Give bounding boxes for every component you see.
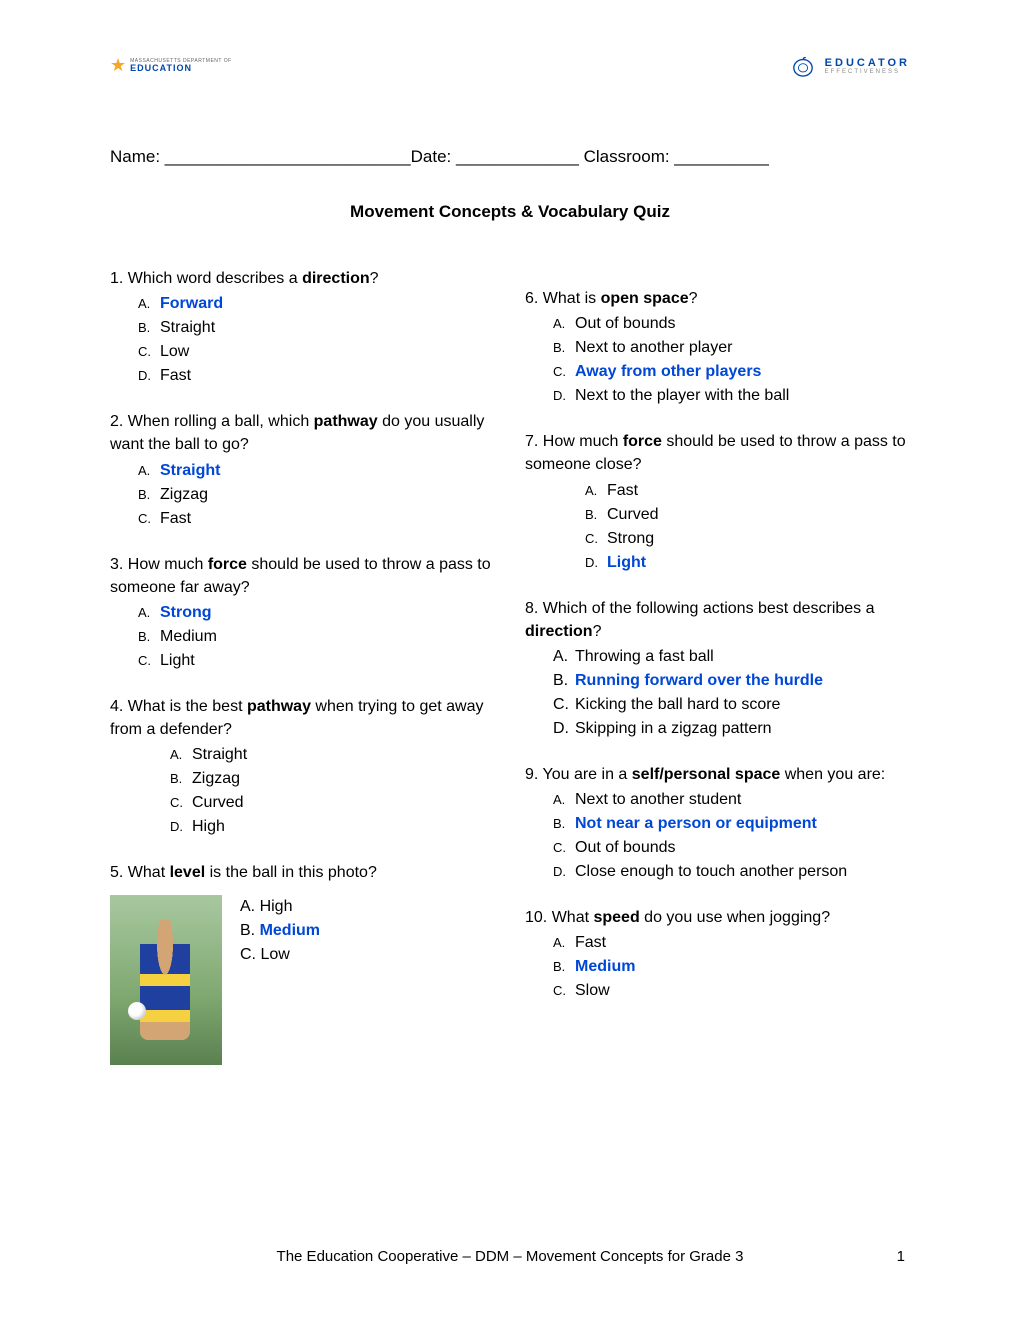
- q8-opt-b: Running forward over the hurdle: [575, 672, 823, 689]
- question-5: 5. What level is the ball in this photo?…: [110, 861, 495, 1064]
- question-2: 2. When rolling a ball, which pathway do…: [110, 410, 495, 530]
- logo-right: EDUCATOR EFFECTIVENESS: [789, 55, 910, 77]
- q3-opt-a: Strong: [160, 604, 212, 621]
- question-10: 10. What speed do you use when jogging? …: [525, 906, 910, 1003]
- q3-opt-b: Medium: [160, 628, 217, 645]
- q10-opt-b: Medium: [575, 958, 635, 975]
- star-icon: ★: [110, 55, 126, 76]
- logo-right-sub: EFFECTIVENESS: [825, 69, 910, 75]
- header-logos: ★ MASSACHUSETTS DEPARTMENT OF EDUCATION …: [110, 55, 910, 77]
- q4-opt-a: Straight: [192, 746, 247, 763]
- classroom-field: Classroom: __________: [584, 147, 769, 166]
- q2-opt-a: Straight: [160, 462, 220, 479]
- q9-opt-d: Close enough to touch another person: [575, 863, 847, 880]
- q6-opt-d: Next to the player with the ball: [575, 387, 789, 404]
- q1-opt-a: Forward: [160, 295, 223, 312]
- quiz-columns: 1. Which word describes a direction? A.F…: [110, 267, 910, 1087]
- question-9: 9. You are in a self/personal space when…: [525, 763, 910, 884]
- question-4: 4. What is the best pathway when trying …: [110, 695, 495, 839]
- q4-opt-b: Zigzag: [192, 770, 240, 787]
- q10-opt-c: Slow: [575, 982, 610, 999]
- apple-icon: [789, 55, 817, 77]
- quiz-title: Movement Concepts & Vocabulary Quiz: [110, 202, 910, 222]
- q5-opt-c: C. Low: [240, 943, 320, 967]
- q7-opt-c: Strong: [607, 530, 654, 547]
- q9-opt-b: Not near a person or equipment: [575, 815, 817, 832]
- name-date-classroom: Name: __________________________Date: __…: [110, 147, 910, 167]
- logo-left: ★ MASSACHUSETTS DEPARTMENT OF EDUCATION: [110, 55, 232, 76]
- q4-opt-c: Curved: [192, 794, 244, 811]
- logo-right-main: EDUCATOR: [825, 58, 910, 69]
- q9-opt-c: Out of bounds: [575, 839, 676, 856]
- page-footer: The Education Cooperative – DDM – Moveme…: [0, 1248, 1020, 1265]
- q2-opt-b: Zigzag: [160, 486, 208, 503]
- q1-opt-d: Fast: [160, 367, 191, 384]
- question-6: 6. What is open space? A.Out of bounds B…: [525, 287, 910, 408]
- q7-opt-d: Light: [607, 554, 646, 571]
- q8-opt-a: Throwing a fast ball: [575, 648, 714, 665]
- q4-opt-d: High: [192, 818, 225, 835]
- q6-opt-b: Next to another player: [575, 339, 732, 356]
- q8-opt-d: Skipping in a zigzag pattern: [575, 720, 772, 737]
- left-column: 1. Which word describes a direction? A.F…: [110, 267, 495, 1087]
- footer-text: The Education Cooperative – DDM – Moveme…: [277, 1248, 744, 1265]
- q7-opt-b: Curved: [607, 506, 659, 523]
- q10-opt-a: Fast: [575, 934, 606, 951]
- q6-opt-a: Out of bounds: [575, 315, 676, 332]
- q5-opt-b: Medium: [260, 922, 320, 939]
- q2-opt-c: Fast: [160, 510, 191, 527]
- q1-opt-c: Low: [160, 343, 189, 360]
- q8-opt-c: Kicking the ball hard to score: [575, 696, 780, 713]
- page-number: 1: [897, 1248, 905, 1265]
- question-8: 8. Which of the following actions best d…: [525, 597, 910, 741]
- date-field: Date: _____________: [411, 147, 579, 166]
- q6-opt-c: Away from other players: [575, 363, 761, 380]
- q1-opt-b: Straight: [160, 319, 215, 336]
- name-field: Name: __________________________: [110, 147, 411, 166]
- q7-opt-a: Fast: [607, 482, 638, 499]
- q9-opt-a: Next to another student: [575, 791, 741, 808]
- right-column: 6. What is open space? A.Out of bounds B…: [525, 287, 910, 1087]
- question-1: 1. Which word describes a direction? A.F…: [110, 267, 495, 388]
- q3-opt-c: Light: [160, 652, 195, 669]
- question-3: 3. How much force should be used to thro…: [110, 553, 495, 673]
- question-7: 7. How much force should be used to thro…: [525, 430, 910, 574]
- soccer-photo: [110, 895, 222, 1065]
- logo-left-main: EDUCATION: [130, 64, 232, 73]
- q5-opt-a: A. High: [240, 895, 320, 919]
